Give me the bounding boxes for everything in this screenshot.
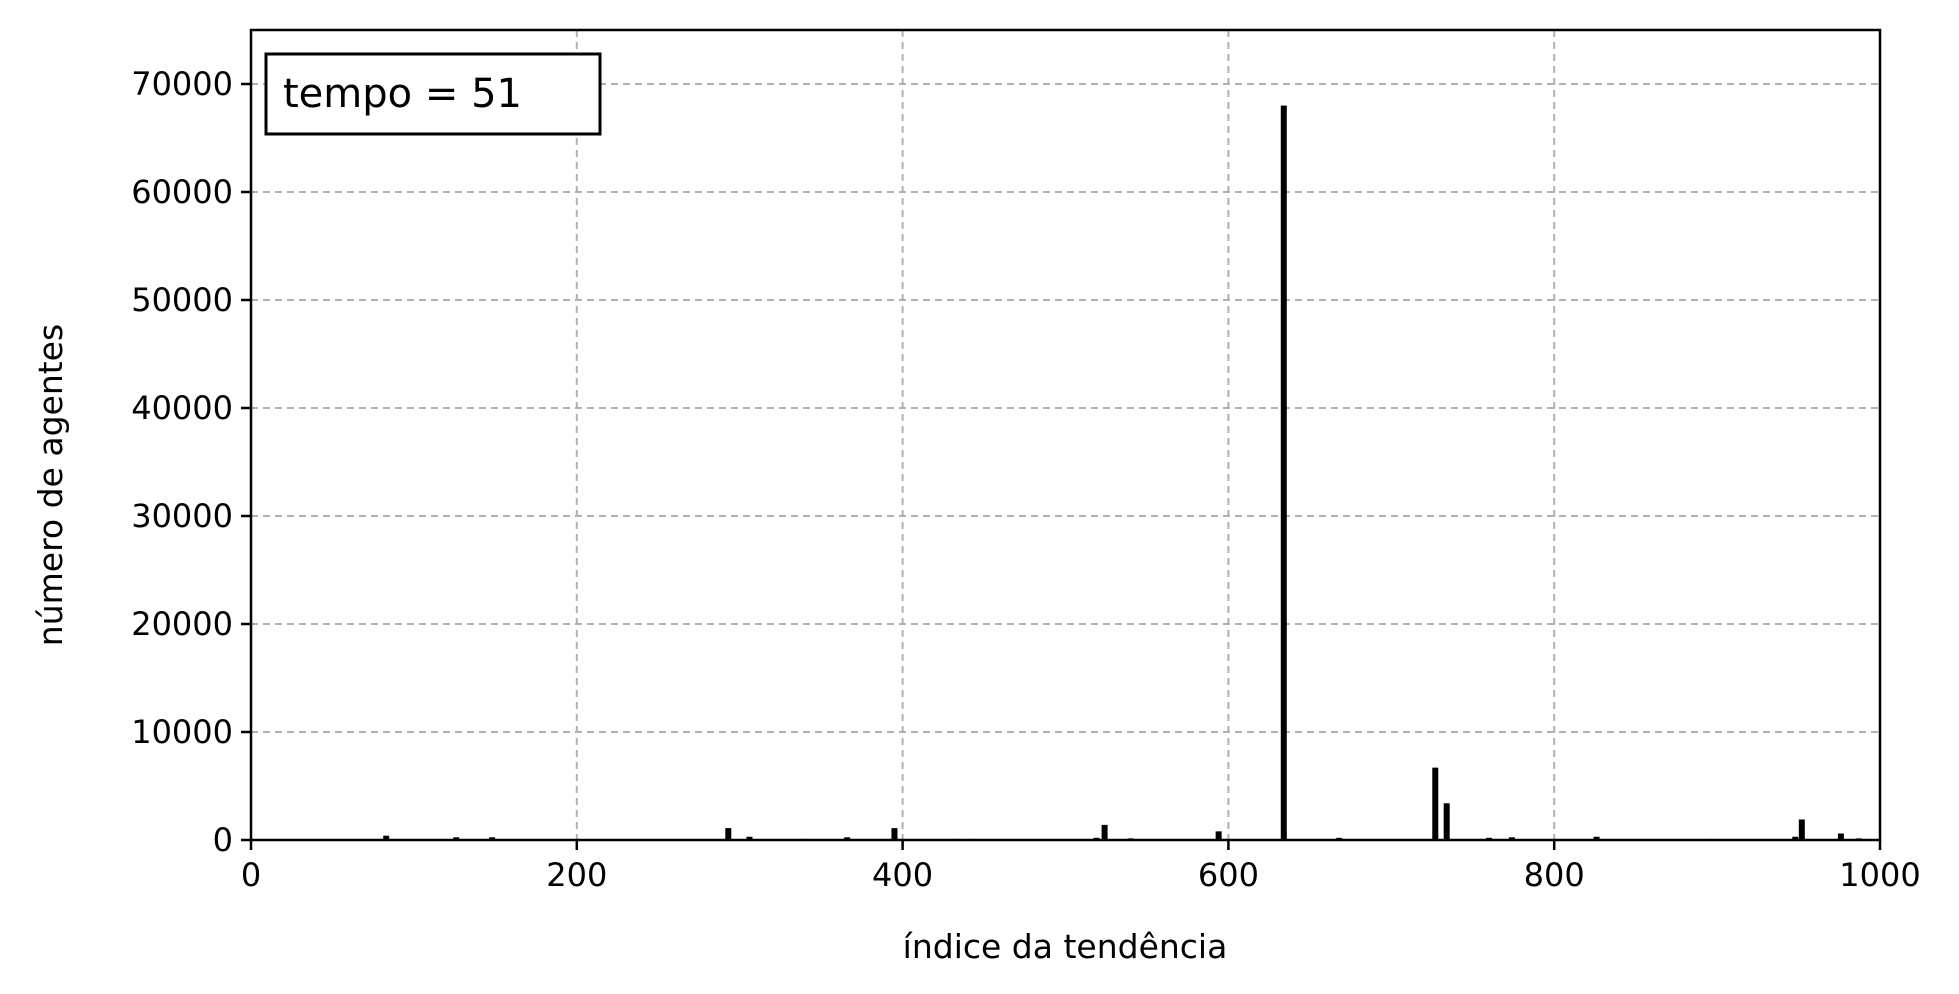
x-tick-label: 800	[1524, 856, 1585, 894]
bars	[383, 105, 1862, 841]
axes	[249, 28, 1882, 842]
bar	[1792, 836, 1799, 840]
y-tick-label: 60000	[131, 173, 233, 211]
bar	[1280, 105, 1287, 841]
x-axis-label: índice da tendência	[903, 927, 1228, 966]
x-tick-label: 1000	[1839, 856, 1920, 894]
x-tick-label: 200	[546, 856, 607, 894]
y-tick-label: 70000	[131, 65, 233, 103]
annotation-frame	[264, 52, 602, 136]
bar	[1443, 803, 1450, 840]
y-tick-label: 20000	[131, 605, 233, 643]
y-tick-label: 50000	[131, 281, 233, 319]
bar	[725, 828, 732, 840]
y-tick-label: 0	[213, 821, 233, 859]
annotation-text: tempo = 51	[283, 71, 522, 117]
bar	[891, 828, 898, 840]
bar	[746, 836, 753, 840]
annotation-box: tempo = 51	[264, 52, 602, 136]
x-tick-label: 400	[872, 856, 933, 894]
bar	[453, 837, 460, 840]
bar	[1837, 833, 1844, 840]
ticks: 0 200 400 600 800 100001000020000300004000050…	[131, 65, 1921, 894]
bar	[1215, 831, 1222, 840]
bar	[1101, 824, 1108, 840]
grid	[250, 30, 1881, 841]
bar	[1593, 836, 1600, 840]
bar	[489, 837, 496, 840]
y-tick-label: 10000	[131, 713, 233, 751]
bar	[383, 835, 390, 840]
x-tick-label: 600	[1198, 856, 1259, 894]
y-tick-label: 40000	[131, 389, 233, 427]
bar	[1508, 837, 1515, 840]
bar	[1798, 819, 1805, 840]
plot-frame	[249, 28, 1882, 842]
y-axis-label: número de agentes	[31, 324, 70, 646]
y-tick-label: 30000	[131, 497, 233, 535]
bar	[844, 837, 851, 840]
bar	[1432, 767, 1439, 840]
x-tick-label: 0	[241, 856, 261, 894]
